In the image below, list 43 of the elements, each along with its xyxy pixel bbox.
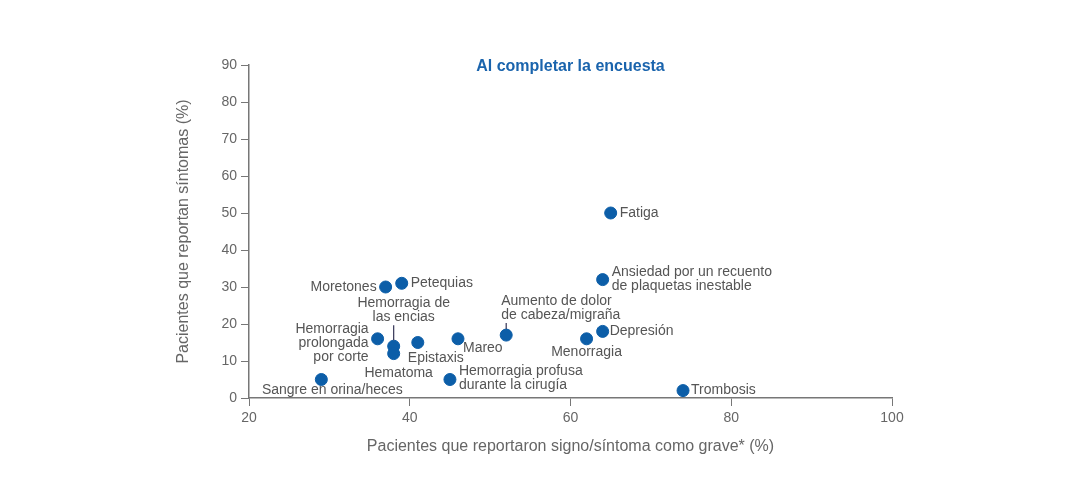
y-tick-label: 90 (221, 55, 238, 72)
annotation: Ansiedad por un recuento de plaquetas inestable (611, 263, 773, 294)
annotation: Menorragia (551, 342, 623, 359)
x-tick-label: 40 (401, 409, 418, 426)
x-tick-label: 20 (241, 409, 257, 426)
y-tick-label: 20 (221, 314, 238, 331)
point (596, 324, 610, 338)
y-tick-label: 40 (221, 240, 238, 257)
y-tick-label: 50 (221, 203, 238, 220)
x-axis-title: Pacientes que reportaron signo/síntoma como grave* (%) (366, 436, 775, 454)
point (580, 332, 594, 346)
y-tick-label: 70 (221, 129, 238, 146)
point (314, 373, 328, 386)
point (379, 280, 393, 294)
y-axis-title: Pacientes que reportan síntomas (%) (174, 99, 192, 364)
y-tick-label: 10 (221, 351, 238, 368)
point (395, 276, 409, 290)
point (499, 328, 513, 342)
chart-title: Al completar la encuesta (476, 57, 665, 75)
y-tick-label: 80 (221, 92, 238, 109)
y-tick-label: 30 (221, 277, 238, 294)
x-tick-label: 100 (880, 409, 904, 426)
annotation: Sangre en orina/heces (261, 381, 403, 398)
point (387, 347, 401, 361)
point (676, 384, 690, 398)
point (451, 332, 465, 346)
annotation: Hematoma (364, 364, 434, 381)
x-tick-label: 60 (562, 409, 579, 426)
point (604, 206, 618, 220)
point (371, 332, 385, 346)
annotation: Trombosis (691, 381, 756, 398)
annotation: Aumento de dolor de cabeza/migraña (501, 291, 621, 322)
y-tick-label: 0 (229, 388, 238, 405)
point (443, 373, 457, 386)
x-tick-label: 80 (723, 409, 740, 426)
y-tick-label: 60 (221, 166, 238, 183)
annotation: Mareo (462, 338, 503, 355)
annotation: Moretones (310, 277, 377, 294)
point (411, 336, 425, 349)
annotation: Fatiga (619, 203, 659, 220)
point (596, 273, 610, 287)
annotation: Petequias (410, 274, 473, 291)
annotation: Depresión (609, 322, 674, 339)
